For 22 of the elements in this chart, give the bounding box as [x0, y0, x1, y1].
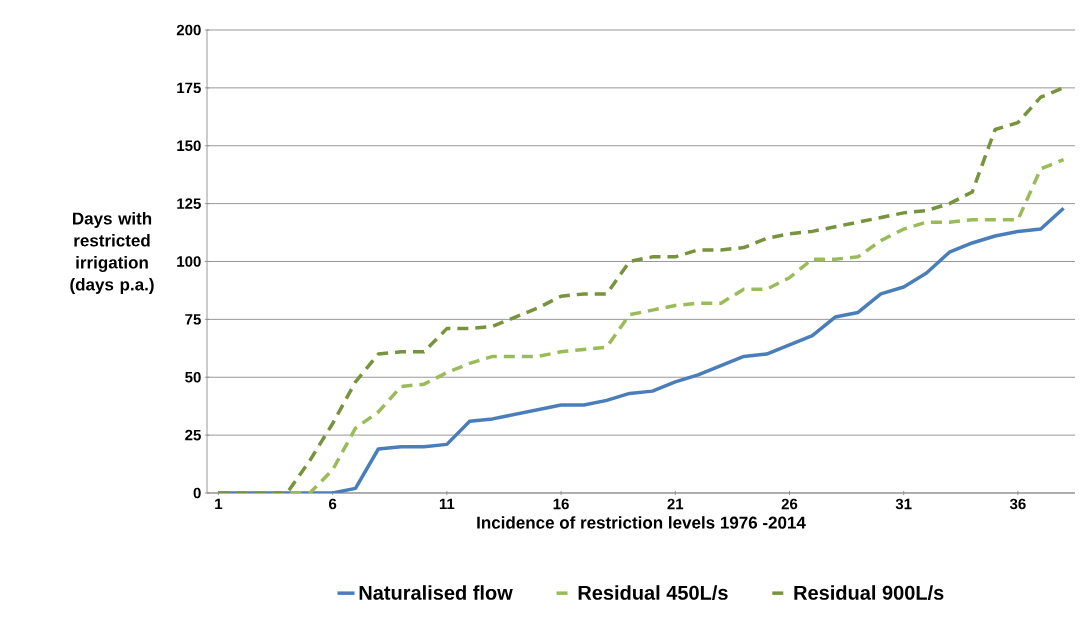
- x-tick-label: 16: [553, 498, 569, 510]
- legend-label: Naturalised flow: [359, 585, 513, 600]
- y-tick-label: 200: [176, 24, 201, 36]
- legend-label: Residual 900L/s: [794, 585, 944, 601]
- x-tick-label: 31: [895, 498, 912, 510]
- x-tick-label: 36: [1009, 498, 1026, 510]
- x-axis-title: Incidence of restriction levels 1976 -2014: [477, 516, 806, 529]
- x-tick-label: 1: [215, 498, 223, 509]
- y-tick-label: 125: [177, 198, 201, 209]
- x-tick-label: 21: [667, 498, 684, 510]
- y-tick-label: 150: [177, 140, 201, 152]
- x-tick-label: 26: [781, 498, 798, 510]
- x-tick-label: 6: [329, 498, 337, 510]
- x-tick-label: 11: [439, 498, 455, 509]
- y-tick-label: 175: [177, 82, 201, 94]
- y-axis-title: Days with restricted irrigation (days p.a.): [70, 212, 154, 294]
- y-tick-label: 25: [185, 429, 201, 441]
- y-tick-label: 50: [185, 371, 201, 383]
- legend-label: Residual 450L/s: [578, 585, 728, 601]
- y-tick-label: 0: [193, 487, 201, 499]
- y-tick-label: 100: [177, 256, 201, 267]
- y-tick-label: 75: [185, 314, 201, 325]
